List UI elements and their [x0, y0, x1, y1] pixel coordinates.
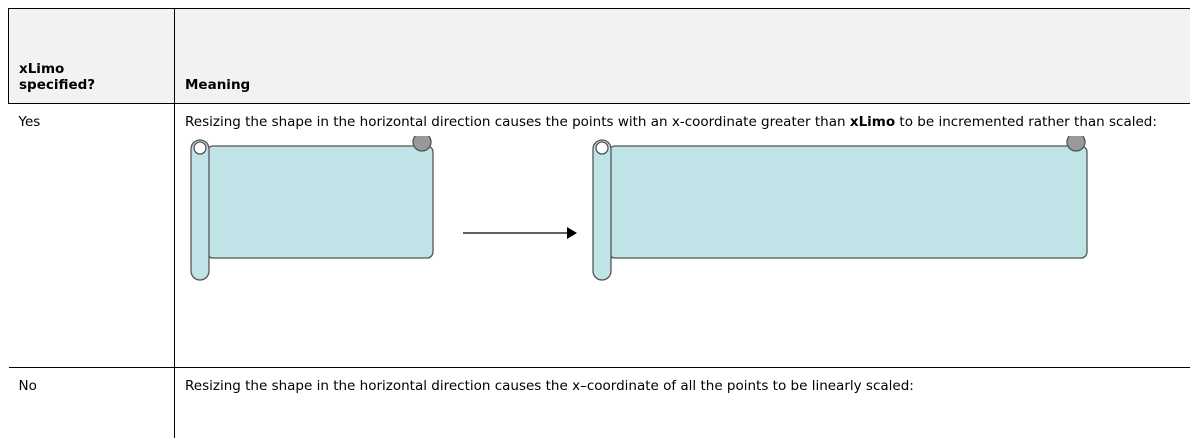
scroll-body — [207, 146, 433, 258]
scroll-body — [609, 146, 1087, 258]
row: Yes Resizing the shape in the horizontal… — [9, 104, 1191, 368]
cell: Yes — [9, 104, 175, 368]
scroll-roll — [191, 140, 209, 280]
header-row: xLimo specified? Meaning — [9, 9, 1191, 104]
roll-curl — [413, 136, 431, 151]
cell-text: Resizing the shape in the horizontal dir… — [185, 114, 1180, 130]
header-text: xLimo specified? — [19, 61, 119, 93]
spec-table: xLimo specified? Meaning Yes Resizing th… — [8, 8, 1190, 438]
header-text: Meaning — [185, 77, 250, 93]
illustration — [185, 136, 1105, 286]
roll-curl — [1067, 136, 1085, 151]
header-cell: xLimo specified? — [9, 9, 175, 104]
scroll-small — [191, 136, 433, 280]
cell: Resizing the shape in the horizontal dir… — [175, 368, 1191, 438]
text: to be incremented rather than scaled: — [895, 114, 1157, 130]
roll-curl — [194, 142, 206, 154]
page: xLimo specified? Meaning Yes Resizing th… — [0, 0, 1198, 411]
text: Resizing the shape in the horizontal dir… — [185, 114, 850, 130]
row: No Resizing the shape in the horizontal … — [9, 368, 1191, 438]
roll-curl — [596, 142, 608, 154]
header-cell: Meaning — [175, 9, 1191, 104]
cell-text: Yes — [19, 114, 41, 130]
arrow-head — [567, 227, 577, 239]
bold-text: xLimo — [850, 114, 895, 130]
scroll-roll — [593, 140, 611, 280]
cell-text: No — [19, 378, 37, 394]
cell: No — [9, 368, 175, 438]
cell: Resizing the shape in the horizontal dir… — [175, 104, 1191, 368]
cell-text: Resizing the shape in the horizontal dir… — [185, 378, 914, 394]
scroll-large — [593, 136, 1087, 280]
